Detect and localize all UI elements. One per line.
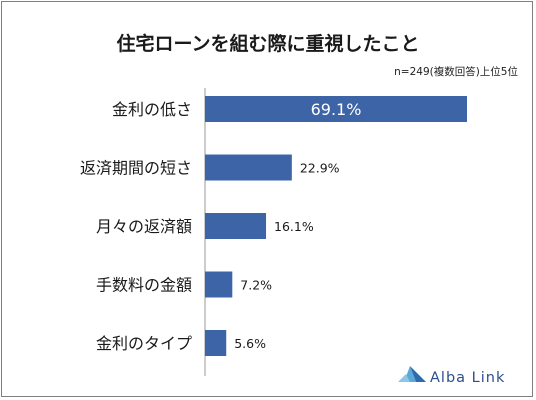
value-label: 7.2%	[240, 278, 272, 293]
bar	[205, 213, 267, 239]
alba-link-logo: Alba Link	[398, 366, 505, 386]
chart-title: 住宅ローンを組む際に重視したこと	[116, 32, 419, 55]
bar	[205, 330, 227, 356]
bar	[205, 154, 292, 181]
chart-subtitle: n=249(複数回答)上位5位	[394, 65, 518, 78]
category-label: 手数料の金額	[96, 276, 192, 295]
category-label: 返済期間の短さ	[80, 159, 192, 178]
value-label: 69.1%	[311, 100, 362, 119]
bar	[205, 96, 467, 122]
bar	[205, 271, 233, 298]
category-label: 金利の低さ	[112, 100, 192, 119]
category-label: 金利のタイプ	[96, 334, 192, 353]
value-label: 22.9%	[300, 161, 340, 176]
bars: 金利の低さ 69.1% 返済期間の短さ 22.9% 月々の返済額 16.1% 手数料の金額 7…	[80, 96, 467, 356]
value-label: 16.1%	[274, 219, 314, 234]
value-label: 5.6%	[234, 336, 266, 351]
category-label: 月々の返済額	[96, 217, 192, 236]
alba-link-logo-mark-icon	[398, 366, 426, 382]
alba-link-logo-text: Alba Link	[430, 370, 505, 386]
